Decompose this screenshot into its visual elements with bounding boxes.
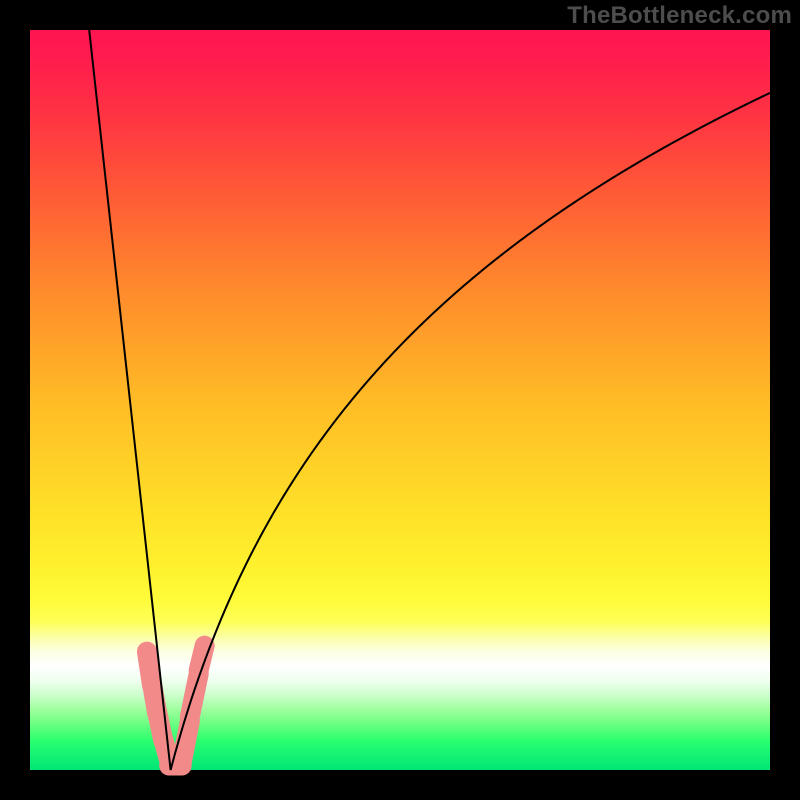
markers-layer <box>136 634 217 778</box>
chart-container: TheBottleneck.com <box>0 0 800 800</box>
chart-svg <box>0 0 800 800</box>
watermark-text: TheBottleneck.com <box>567 2 792 30</box>
